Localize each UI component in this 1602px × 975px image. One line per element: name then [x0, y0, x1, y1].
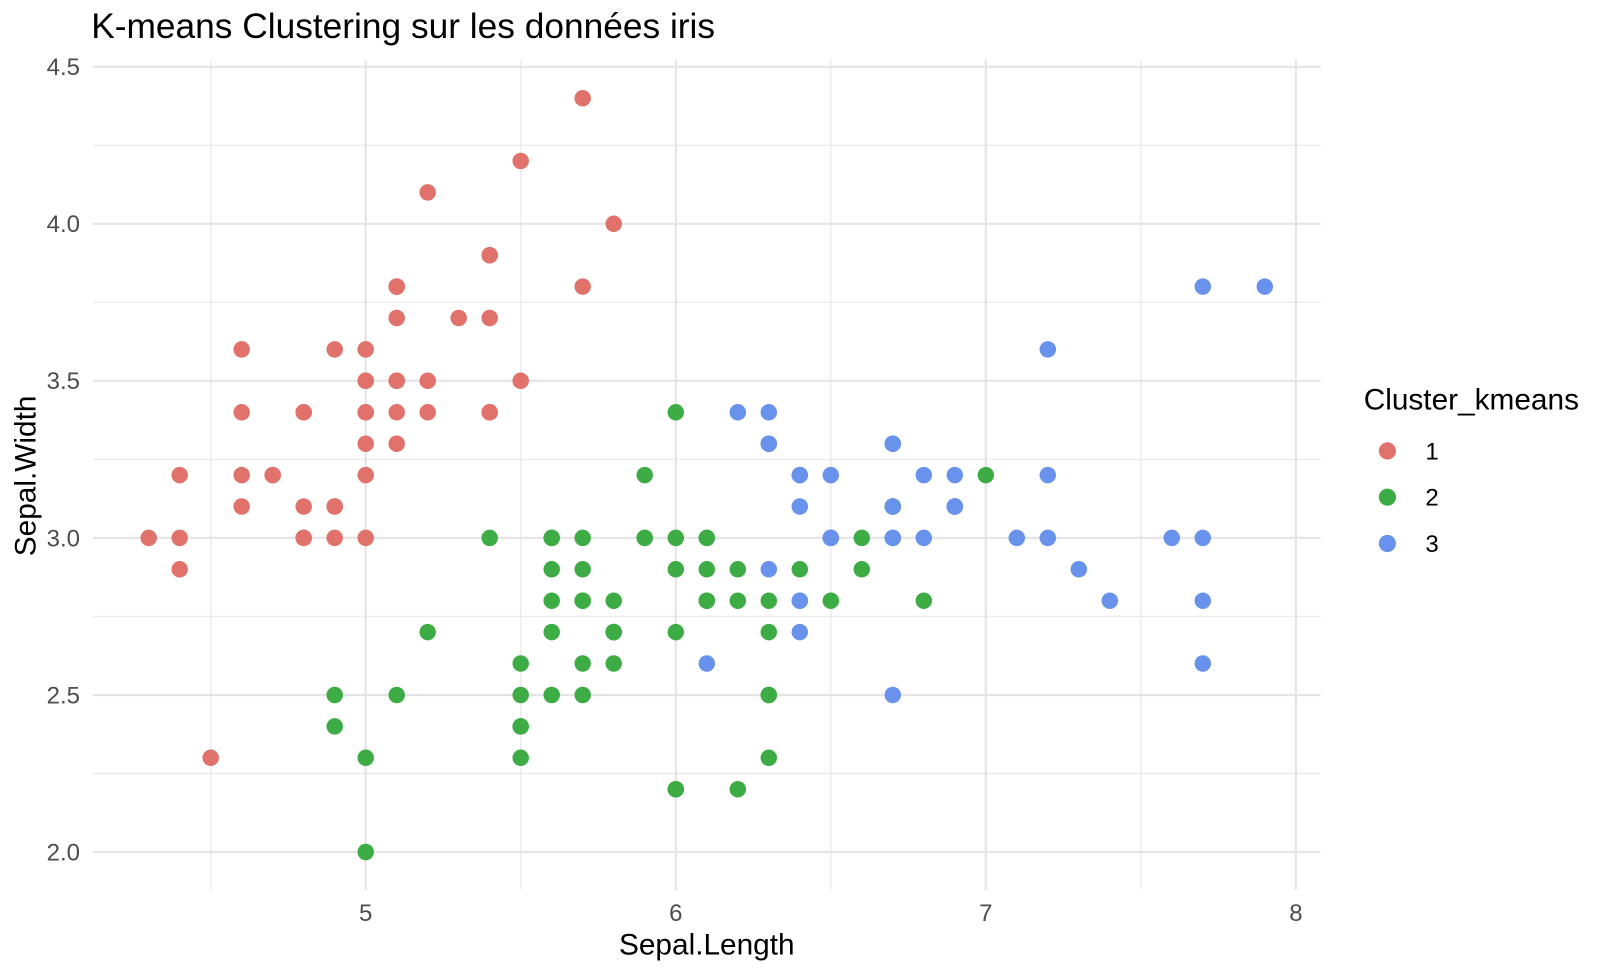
svg-text:Sepal.Width: Sepal.Width: [10, 396, 43, 557]
svg-text:5: 5: [359, 900, 372, 927]
svg-text:3: 3: [1425, 531, 1438, 558]
svg-text:3.5: 3.5: [47, 368, 80, 395]
svg-text:2.5: 2.5: [47, 682, 80, 709]
svg-text:Cluster_kmeans: Cluster_kmeans: [1364, 384, 1579, 417]
svg-text:7: 7: [979, 900, 992, 927]
svg-text:K-means Clustering sur les don: K-means Clustering sur les données iris: [91, 7, 715, 46]
svg-text:4.0: 4.0: [47, 211, 80, 238]
svg-text:2.0: 2.0: [47, 839, 80, 866]
svg-text:2: 2: [1425, 485, 1438, 512]
svg-text:4.5: 4.5: [47, 54, 80, 81]
svg-text:1: 1: [1425, 438, 1438, 465]
svg-text:Sepal.Length: Sepal.Length: [619, 928, 795, 961]
svg-text:6: 6: [669, 900, 682, 927]
svg-text:3.0: 3.0: [47, 525, 80, 552]
svg-text:8: 8: [1289, 900, 1302, 927]
